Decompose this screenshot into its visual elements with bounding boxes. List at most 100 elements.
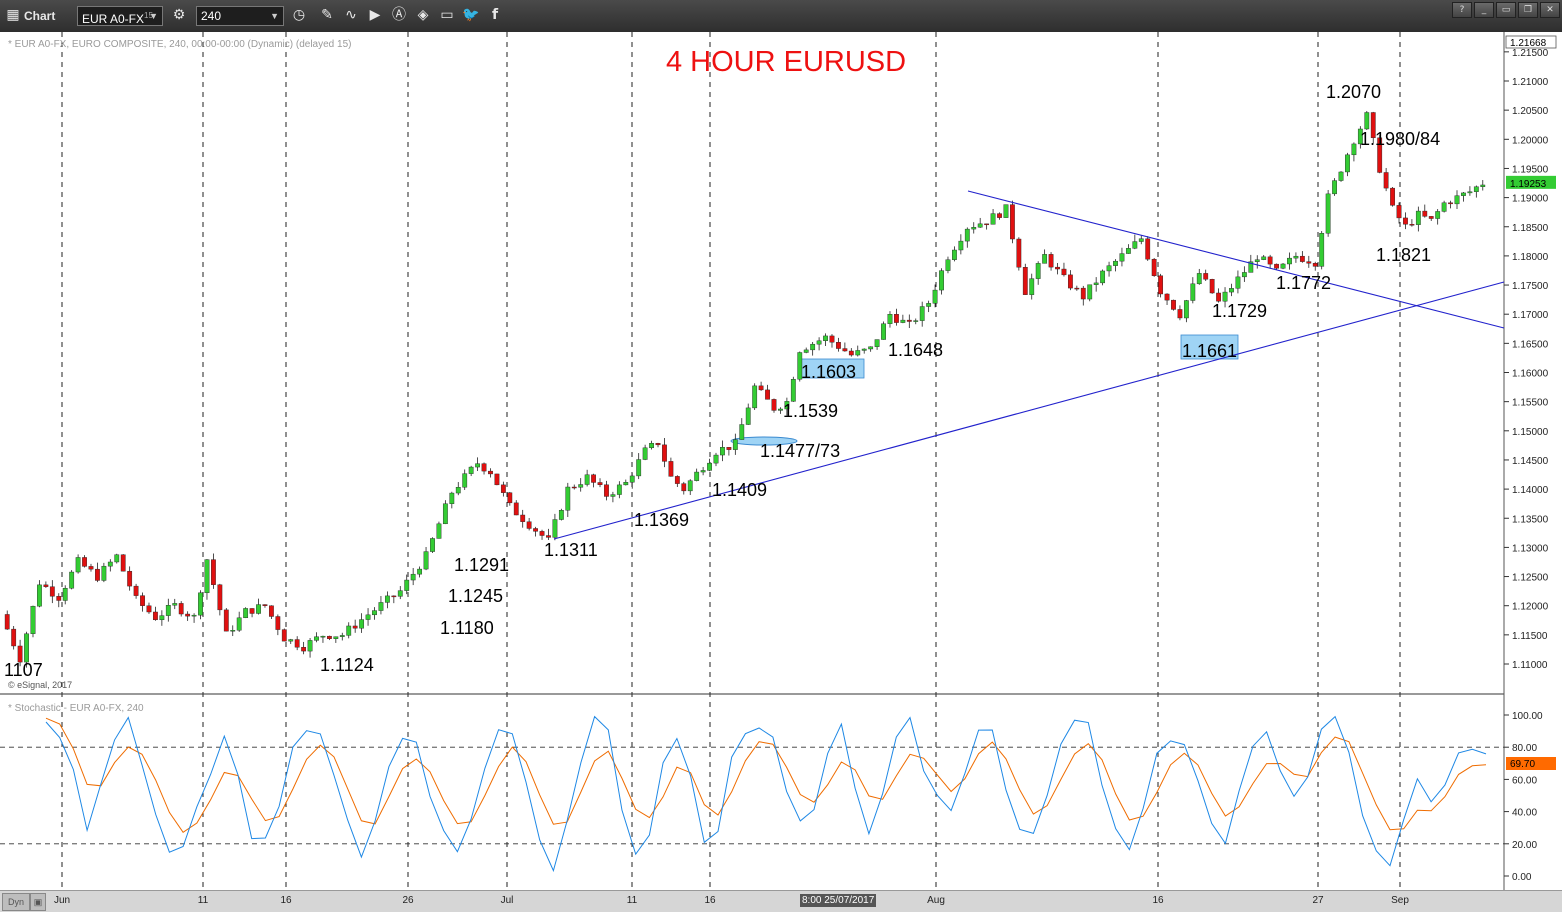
candle-body [1306,261,1312,264]
candle-body [758,385,764,391]
stoch-tick-label: 20.00 [1512,840,1537,851]
candle-body [565,486,571,511]
candle-body [1055,266,1060,270]
restore-icon[interactable]: ▭ [1496,2,1516,18]
candle-body [829,335,835,343]
candle-body [365,614,371,620]
candle-body [243,608,249,619]
candle-body [1435,211,1441,219]
candle-body [82,557,87,567]
grid-icon[interactable]: ▦ [6,7,20,23]
candle-body [1254,259,1260,262]
interval-input[interactable]: 240 ▼ [196,6,284,26]
price-tick-label: 1.20500 [1512,106,1549,117]
twitter-icon[interactable]: 🐦 [462,7,480,23]
candle-body [262,604,268,606]
candle-body [211,559,216,585]
candle-body [520,514,526,522]
candle-body [320,635,326,638]
pencil-icon[interactable]: ✎ [321,7,333,23]
candle-body [945,259,951,271]
x-tick-label: 16 [704,895,716,906]
chevron-down-icon[interactable]: ▼ [149,11,158,21]
candle-body [642,447,648,460]
play-icon[interactable]: ▶ [369,7,381,23]
candle-body [816,340,822,345]
chevron-down-icon[interactable]: ▼ [270,11,279,21]
candle-body [30,605,36,634]
candle-body [771,399,777,411]
stoch-tick-label: 40.00 [1512,808,1537,819]
x-tick-label: Jun [53,895,71,906]
candle-body [204,559,210,594]
candle-body [488,470,493,475]
price-tick-label: 1.14500 [1512,456,1549,467]
facebook-icon[interactable]: f [491,7,499,23]
minimize-icon[interactable]: _ [1474,2,1494,18]
x-tick-label: Sep [1391,895,1409,906]
candle-body [1209,279,1215,294]
price-tick-label: 1.13500 [1512,514,1549,525]
price-tick-label: 1.21500 [1512,48,1549,59]
candle-body [784,401,790,410]
top-price-label: 1.21668 [1510,38,1547,49]
price-tick-label: 1.15000 [1512,427,1549,438]
candle-body [578,484,584,488]
price-annotation: 1.1772 [1276,273,1331,293]
candle-body [655,443,661,446]
candle-body [165,605,171,616]
candle-body [352,625,358,629]
candle-body [281,629,287,642]
candle-body [462,473,468,488]
candle-body [1087,284,1093,300]
candle-body [4,614,10,630]
candle-body [700,470,706,473]
chart-area[interactable]: * EUR A0-FX, EURO COMPOSITE, 240, 00:00-… [0,32,1562,890]
symbol-badge: 15 [144,11,153,20]
candle-body [1293,255,1299,259]
candle-body [191,614,197,617]
candle-body [455,487,461,494]
candle-body [101,565,107,581]
a-icon[interactable]: Ⓐ [392,7,406,23]
candle-body [713,454,719,464]
candle-body [977,223,983,228]
clock-icon[interactable]: ◷ [292,7,306,23]
candle-body [256,604,261,614]
help-icon[interactable]: ? [1452,2,1472,18]
chat-icon[interactable]: ▭ [440,7,454,23]
price-annotations: 1107 1.1124 1.1180 1.1245 1.1291 1.1311 1.1369… [4,82,1440,680]
candle-body [964,228,970,242]
candle-body [539,531,545,536]
lock-icon[interactable]: ▣ [30,893,46,911]
candle-body [1151,258,1157,276]
candle-body [739,424,745,440]
dyn-button[interactable]: Dyn [2,893,30,911]
close-icon[interactable]: ✕ [1540,2,1560,18]
price-tick-label: 1.14000 [1512,485,1549,496]
candle-body [1390,187,1395,206]
x-tick-label: Jul [500,895,514,906]
price-annotation: 1.1980/84 [1360,129,1440,149]
copyright-label: © eSignal, 2017 [8,680,72,690]
gear-icon[interactable]: ⚙ [172,7,186,23]
candle-body [185,613,191,617]
candle-body [1229,288,1234,293]
candle-body [571,486,577,489]
restore-icon[interactable]: ❐ [1518,2,1538,18]
candle-body [1319,233,1325,267]
stoch-tick-label: 80.00 [1512,743,1537,754]
price-tick-label: 1.19500 [1512,164,1549,175]
tag-icon[interactable]: ◈ [417,7,429,23]
candle-body [687,480,693,492]
candle-body [591,474,596,483]
candle-body [62,587,68,601]
symbol-input[interactable]: EUR A0-FX15 ▼ [77,6,163,26]
candle-body [481,463,487,472]
candle-body [1074,287,1080,290]
candle-body [674,476,680,484]
price-tick-label: 1.21000 [1512,77,1549,88]
stoch-current-box [1506,757,1556,770]
candle-body [43,584,49,587]
curve-icon[interactable]: ∿ [345,7,357,23]
